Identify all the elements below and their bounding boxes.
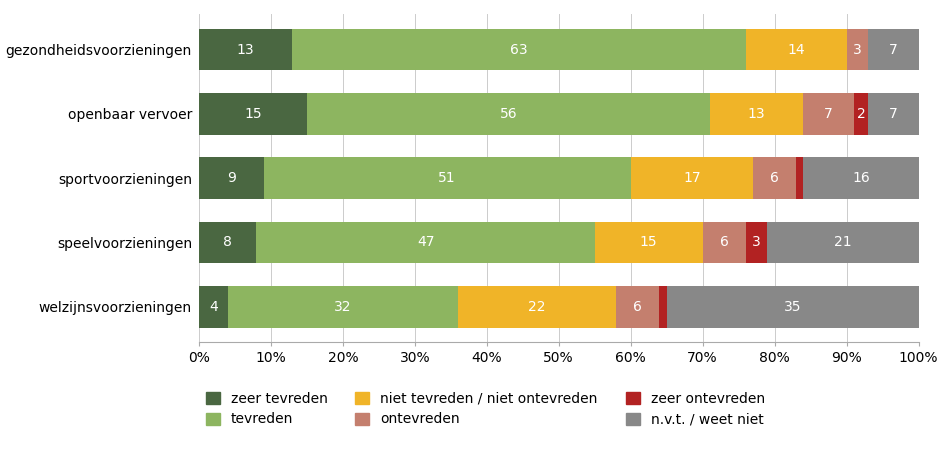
Bar xyxy=(753,157,796,199)
Bar xyxy=(710,93,803,135)
Text: 15: 15 xyxy=(640,236,657,249)
Bar xyxy=(803,157,919,199)
Bar xyxy=(667,286,919,328)
Bar xyxy=(199,93,307,135)
Bar xyxy=(796,157,803,199)
Bar xyxy=(307,93,710,135)
Text: 7: 7 xyxy=(824,107,833,121)
Text: 22: 22 xyxy=(528,300,545,314)
Text: 2: 2 xyxy=(857,107,866,121)
Text: 17: 17 xyxy=(683,171,701,185)
Text: 14: 14 xyxy=(787,43,805,57)
Bar xyxy=(595,221,703,263)
Text: 4: 4 xyxy=(209,300,218,314)
Bar xyxy=(293,28,746,70)
Text: 51: 51 xyxy=(438,171,456,185)
Text: 15: 15 xyxy=(244,107,261,121)
Bar xyxy=(847,28,868,70)
Bar xyxy=(746,28,847,70)
Text: 32: 32 xyxy=(334,300,351,314)
Legend: zeer tevreden, tevreden, niet tevreden / niet ontevreden, ontevreden, zeer ontev: zeer tevreden, tevreden, niet tevreden /… xyxy=(205,391,765,427)
Bar xyxy=(616,286,659,328)
Bar xyxy=(263,157,631,199)
Bar xyxy=(703,221,746,263)
Bar xyxy=(631,157,753,199)
Bar xyxy=(199,286,227,328)
Bar xyxy=(199,157,263,199)
Bar xyxy=(257,221,595,263)
Text: 7: 7 xyxy=(889,43,898,57)
Text: 3: 3 xyxy=(752,236,761,249)
Bar xyxy=(199,28,293,70)
Text: 9: 9 xyxy=(227,171,236,185)
Text: 13: 13 xyxy=(748,107,765,121)
Bar xyxy=(868,93,919,135)
Text: 3: 3 xyxy=(853,43,862,57)
Text: 16: 16 xyxy=(852,171,870,185)
Bar xyxy=(767,221,919,263)
Bar xyxy=(458,286,616,328)
Text: 35: 35 xyxy=(784,300,801,314)
Bar xyxy=(868,28,919,70)
Text: 47: 47 xyxy=(417,236,435,249)
Text: 6: 6 xyxy=(770,171,779,185)
Text: 6: 6 xyxy=(720,236,728,249)
Text: 21: 21 xyxy=(834,236,852,249)
Text: 7: 7 xyxy=(889,107,898,121)
Bar xyxy=(746,221,767,263)
Bar xyxy=(854,93,868,135)
Text: 6: 6 xyxy=(634,300,642,314)
Bar xyxy=(803,93,854,135)
Text: 56: 56 xyxy=(499,107,517,121)
Text: 13: 13 xyxy=(237,43,255,57)
Bar xyxy=(227,286,458,328)
Bar xyxy=(199,221,257,263)
Text: 63: 63 xyxy=(510,43,528,57)
Text: 8: 8 xyxy=(223,236,232,249)
Bar xyxy=(659,286,667,328)
